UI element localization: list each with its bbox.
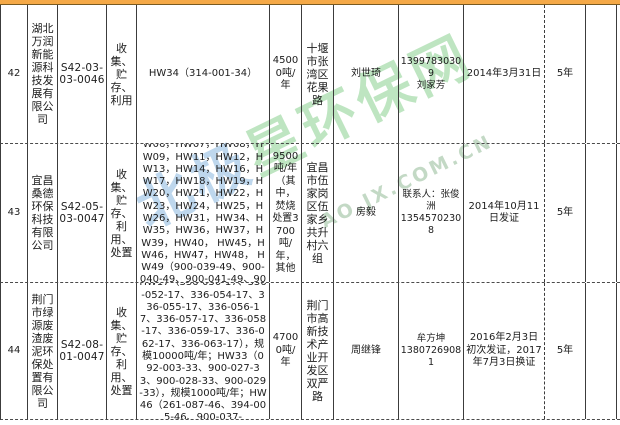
capacity-cell: 47000吨/年 — [270, 283, 302, 419]
operation-type-cell: 收集、贮存、利用、处置 — [107, 283, 137, 419]
permit-no-cell: S42-03-03-0046 — [58, 5, 107, 143]
empty-cell — [586, 283, 617, 419]
issue-date-cell: 2016年2月3日初次发证，2017年7月3日换证 — [464, 283, 545, 419]
issue-date-cell: 2014年10月11日发证 — [464, 144, 545, 282]
page-top-accent-bar — [0, 0, 620, 5]
hw-codes-cell: HW34（314-001-34） — [137, 5, 270, 143]
permits-table: 42 湖北万润新能源科技发展有限公司 S42-03-03-0046 收集、贮存、… — [0, 5, 620, 420]
contact-cell: 刘世琦 — [334, 5, 399, 143]
address-cell: 荆门市高新技术产业开发区双严路 — [302, 283, 334, 419]
validity-cell: 5年 — [545, 283, 586, 419]
hw-codes-cell: HW01，HW02，HW03，HW06，HW07，HW08，HW09，HW11，… — [137, 144, 270, 282]
row-number-cell: 43 — [1, 144, 28, 282]
contact-cell: 周继锋 — [334, 283, 399, 419]
validity-cell: 5年 — [545, 5, 586, 143]
hw-codes-cell: HW17（336-050-17、336-052-17、336-054-17、33… — [137, 283, 270, 419]
permit-no-cell: S42-05-03-0047 — [58, 144, 107, 282]
operation-type-cell: 收集、贮存、利用、处置 — [107, 144, 137, 282]
operation-type-cell: 收集、贮存、利用 — [107, 5, 137, 143]
validity-cell: 5年 — [545, 144, 586, 282]
capacity-cell: 45000吨/年 — [270, 5, 302, 143]
company-name-cell: 湖北万润新能源科技发展有限公司 — [28, 5, 58, 143]
issue-date-cell: 2014年3月31日 — [464, 5, 545, 143]
phone-cell: 联系人：张俊洲 13545702308 — [399, 144, 464, 282]
contact-cell: 房毅 — [334, 144, 399, 282]
table-row: 44 荆门市绿源废渣废泥环保处置有限公司 S42-08-01-0047 收集、贮… — [0, 283, 620, 420]
table-row: 42 湖北万润新能源科技发展有限公司 S42-03-03-0046 收集、贮存、… — [0, 5, 620, 144]
empty-cell — [586, 5, 617, 143]
address-cell: 宜昌市伍家岗区伍家乡共升村六组 — [302, 144, 334, 282]
phone-cell: 13997830309 刘家芳 — [399, 5, 464, 143]
row-number-cell: 42 — [1, 5, 28, 143]
capacity-cell: 9500吨/年（其中，焚烧处置3700吨/年，其他 — [270, 144, 302, 282]
permit-no-cell: S42-08-01-0047 — [58, 283, 107, 419]
table-row: 43 宜昌桑德环保科技有限公司 S42-05-03-0047 收集、贮存、利用、… — [0, 144, 620, 283]
company-name-cell: 宜昌桑德环保科技有限公司 — [28, 144, 58, 282]
row-number-cell: 44 — [1, 283, 28, 419]
empty-cell — [586, 144, 617, 282]
phone-cell: 牟方坤 13807269081 — [399, 283, 464, 419]
company-name-cell: 荆门市绿源废渣废泥环保处置有限公司 — [28, 283, 58, 419]
address-cell: 十堰市张湾区花果路 — [302, 5, 334, 143]
